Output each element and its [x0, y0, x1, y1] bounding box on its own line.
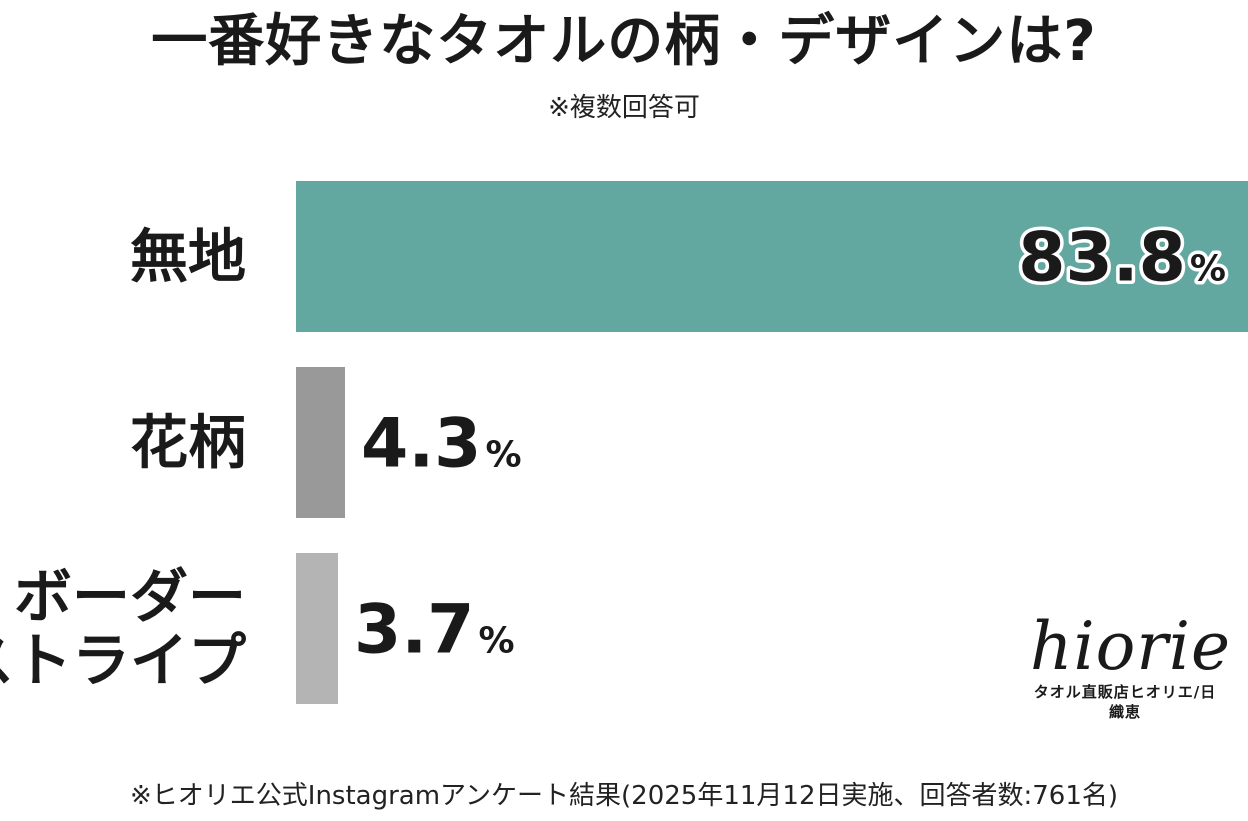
value-label-3: 3.7% [354, 591, 515, 670]
value-label-2: 4.3% [361, 405, 522, 484]
chart-title: 一番好きなタオルの柄・デザインは? [151, 9, 1097, 74]
bar-3 [296, 553, 338, 704]
brand-logo: hiorie タオル直販店ヒオリエ/日織恵 [1030, 608, 1232, 722]
category-label-3-line-1: ボーダー [14, 563, 246, 631]
value-label-1: 83.8% [1018, 219, 1226, 298]
bar-2 [296, 367, 345, 518]
logo-wordmark: hiorie [1030, 608, 1232, 685]
category-label-1: 無地 [130, 223, 246, 291]
category-label-2: 花柄 [130, 409, 246, 477]
logo-tagline: タオル直販店ヒオリエ/日織恵 [1033, 683, 1217, 721]
category-label-3-line-2: ストライプ [0, 627, 246, 695]
bar-1 [296, 181, 1248, 332]
source-footnote: ※ヒオリエ公式Instagramアンケート結果(2025年11月12日実施、回答… [129, 781, 1119, 811]
chart-subtitle: ※複数回答可 [548, 93, 700, 123]
